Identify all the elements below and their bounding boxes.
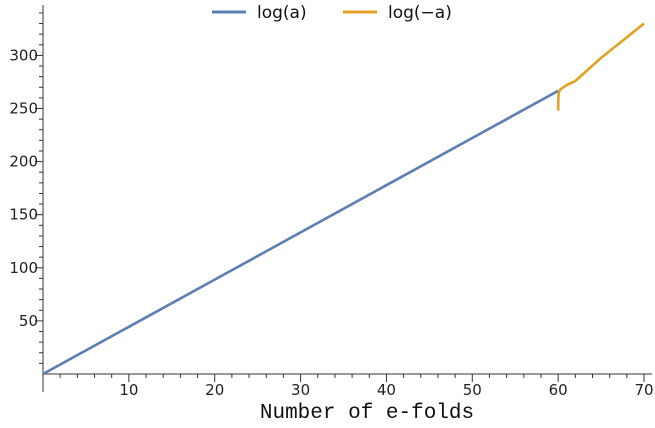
y-tick-label: 100 <box>9 259 38 277</box>
x-tick-label: 50 <box>463 381 482 399</box>
y-tick-label: 300 <box>9 46 38 64</box>
x-tick-label: 40 <box>377 381 396 399</box>
x-tick-label: 10 <box>119 381 138 399</box>
x-tick-label: 70 <box>634 381 653 399</box>
x-tick-label: 60 <box>549 381 568 399</box>
legend-label: log(a) <box>257 3 307 23</box>
x-tick-label: 20 <box>205 381 224 399</box>
y-tick-label: 250 <box>9 100 38 118</box>
x-axis-title: Number of e-folds <box>260 402 474 425</box>
legend-label: log(−a) <box>388 3 452 23</box>
series-line-1 <box>42 89 559 376</box>
series-line-2 <box>556 22 645 111</box>
y-tick-label: 150 <box>9 206 38 224</box>
y-tick-label: 50 <box>19 312 38 330</box>
series-layer <box>42 22 645 376</box>
legend: log(a) log(−a) <box>212 3 452 23</box>
axes: 10 20 30 40 50 60 70 50 100 150 200 250 300 <box>9 5 654 399</box>
x-tick-label: 30 <box>291 381 310 399</box>
y-tick-label: 200 <box>9 153 38 171</box>
